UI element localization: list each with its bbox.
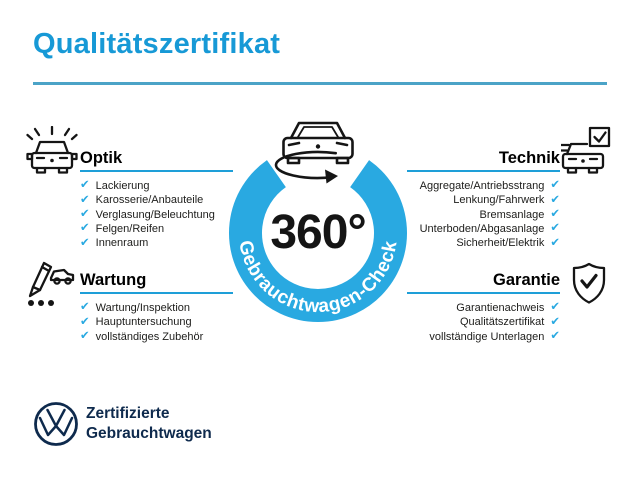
technik-checklist: ✔ Aggregate/Antriebsstrang ✔ Lenkung/Fahrw… <box>407 179 560 250</box>
section-wartung: Wartung ✔ Wartung/Inspektion ✔ Hauptunters… <box>80 270 233 344</box>
checklist-item: ✔ Garantienachweis <box>456 301 560 315</box>
degree-label: 360° <box>270 206 366 259</box>
section-title-wartung: Wartung <box>80 271 147 289</box>
checklist-item: ✔ Aggregate/Antriebsstrang <box>419 179 560 193</box>
checklist-item: ✔ vollständige Unterlagen <box>429 329 560 343</box>
brand-line-2: Gebrauchtwagen <box>86 425 212 442</box>
badge-ring <box>229 160 407 322</box>
shield-check-icon <box>566 261 612 311</box>
optik-checklist: ✔ Lackierung ✔ Karosserie/Anbauteile ✔ Verg… <box>80 179 233 250</box>
checklist-item: ✔ vollständiges Zubehör <box>80 329 204 343</box>
section-divider <box>407 170 560 172</box>
check-icon: ✔ <box>550 179 560 192</box>
check-icon: ✔ <box>550 193 560 206</box>
section-optik: Optik ✔ Lackierung ✔ Karosserie/Anbauteile… <box>80 148 233 250</box>
check-icon: ✔ <box>550 207 560 220</box>
check-icon: ✔ <box>550 301 560 314</box>
checklist-item: ✔ Sicherheit/Elektrik <box>456 236 560 250</box>
checklist-item: ✔ Bremsanlage <box>479 207 560 221</box>
check-icon: ✔ <box>550 236 560 249</box>
pencil-checklist-car-icon <box>21 256 77 310</box>
check-icon: ✔ <box>550 315 560 328</box>
section-technik: Technik ✔ Aggregate/Antriebsstrang ✔ Lenku… <box>407 148 560 250</box>
checklist-item: ✔ Verglasung/Beleuchtung <box>80 207 215 221</box>
check-icon: ✔ <box>80 222 90 235</box>
checklist-item: ✔ Lenkung/Fahrwerk <box>453 193 560 207</box>
section-title-optik: Optik <box>80 149 123 167</box>
checklist-item: ✔ Wartung/Inspektion <box>80 301 191 315</box>
checklist-item: ✔ Hauptuntersuchung <box>80 315 192 329</box>
car-rotation-icon <box>274 121 354 180</box>
check-icon: ✔ <box>550 222 560 235</box>
garantie-checklist: ✔ Garantienachweis ✔ Qualitätszertifikat ✔… <box>407 301 560 344</box>
checklist-item: ✔ Felgen/Reifen <box>80 222 165 236</box>
checklist-item: ✔ Unterboden/Abgasanlage <box>419 222 560 236</box>
checklist-item: ✔ Innenraum <box>80 236 149 250</box>
car-checkbox-icon <box>561 126 613 178</box>
check-icon: ✔ <box>80 236 90 249</box>
title-underline <box>33 82 607 85</box>
check-icon: ✔ <box>80 193 90 206</box>
vw-logo <box>33 401 79 447</box>
section-title-technik: Technik <box>498 149 560 167</box>
check-icon: ✔ <box>80 301 90 314</box>
section-divider <box>80 170 233 172</box>
check-icon: ✔ <box>80 207 90 220</box>
section-title-garantie: Garantie <box>493 271 560 289</box>
check-icon: ✔ <box>80 179 90 192</box>
rotation-arrowhead <box>325 169 338 184</box>
section-divider <box>407 292 560 294</box>
360-check-badge: Gebrauchtwagen-Check <box>228 115 408 325</box>
section-divider <box>80 292 233 294</box>
page-title: Qualitätszertifikat <box>33 28 281 60</box>
check-icon: ✔ <box>80 315 90 328</box>
check-icon: ✔ <box>550 329 560 342</box>
brand-line-1: Zertifizierte <box>86 405 170 422</box>
wartung-checklist: ✔ Wartung/Inspektion ✔ Hauptuntersuchung ✔… <box>80 301 233 344</box>
brand-claim: Zertifizierte Gebrauchtwagen <box>86 404 212 444</box>
car-front-shine-icon <box>26 126 78 178</box>
section-garantie: Garantie ✔ Garantienachweis ✔ Qualitätszer… <box>407 270 560 344</box>
check-icon: ✔ <box>80 329 90 342</box>
checklist-item: ✔ Karosserie/Anbauteile <box>80 193 204 207</box>
checklist-item: ✔ Lackierung <box>80 179 150 193</box>
checklist-item: ✔ Qualitätszertifikat <box>459 315 560 329</box>
